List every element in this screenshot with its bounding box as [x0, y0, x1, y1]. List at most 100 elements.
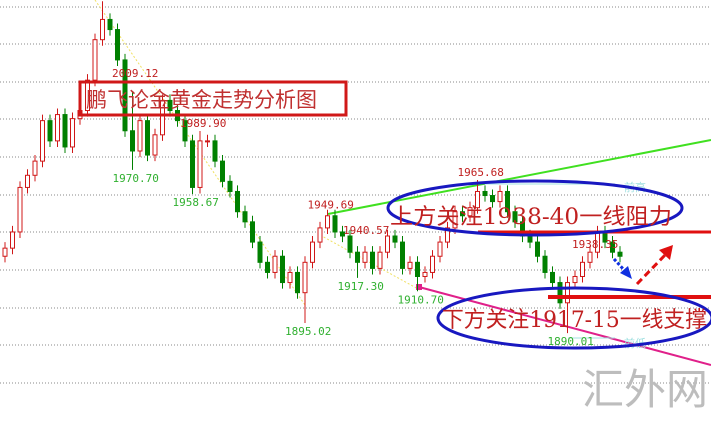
title-box [78, 80, 348, 117]
candle-body [205, 140, 210, 143]
price-label: 1940.57 [343, 224, 389, 237]
candle [610, 236, 615, 259]
candle-body [152, 134, 158, 156]
candle [295, 266, 300, 299]
candle-body [17, 186, 23, 233]
candle [100, 1, 105, 46]
candle [25, 169, 30, 194]
candle [400, 236, 405, 275]
candle [115, 23, 120, 66]
candle-body [137, 120, 143, 152]
candle-body [302, 261, 308, 294]
price-label: 1938.35 [572, 238, 618, 251]
candle [70, 112, 75, 154]
candle-body [347, 235, 353, 253]
candle-body [475, 190, 480, 209]
candle-body [505, 190, 510, 213]
candle-body [182, 120, 188, 142]
candle-body [235, 190, 240, 213]
candle-body [392, 235, 398, 243]
candle-body [355, 251, 360, 263]
candle [340, 225, 345, 243]
candle-body [220, 160, 225, 182]
candle [197, 130, 203, 194]
candle-body [332, 215, 338, 233]
candle [235, 185, 240, 218]
candle-body [407, 261, 413, 269]
candle [250, 215, 255, 249]
candle [535, 236, 540, 263]
candle [55, 108, 60, 147]
candle-body [70, 118, 75, 148]
candle-body [145, 120, 150, 156]
candle-body [535, 241, 540, 257]
resistance-annotation: 上方关注1938-40一线阻力 [390, 205, 672, 230]
candle-body [452, 211, 458, 229]
candle [182, 114, 188, 147]
candle-body [610, 241, 615, 253]
candle-body [272, 255, 278, 273]
candle-body [370, 251, 375, 269]
candle [587, 246, 593, 269]
candle-body [415, 261, 420, 277]
candle-body [460, 211, 465, 217]
candle [122, 53, 128, 137]
candle [257, 236, 263, 269]
candle-body [400, 241, 405, 269]
candle [437, 236, 443, 263]
candle [2, 242, 8, 263]
candle [392, 229, 398, 249]
candle-body [587, 251, 593, 263]
candle [205, 134, 210, 147]
candle [580, 256, 585, 283]
candle-body [197, 140, 203, 188]
candle [280, 250, 285, 289]
candle-body [2, 247, 8, 257]
candle-body [550, 271, 555, 284]
candle [212, 134, 218, 168]
resistance-ellipse [386, 179, 684, 237]
candle [490, 189, 495, 208]
candle-body [325, 215, 330, 229]
price-label: 1989.90 [180, 117, 226, 130]
candle-body [62, 114, 68, 148]
candle [145, 114, 150, 162]
price-label: 1965.68 [458, 166, 504, 179]
candle-body [617, 251, 623, 257]
candle-body [55, 114, 60, 142]
watermark: 汇外网 [582, 365, 708, 414]
price-label: 2009.12 [112, 67, 158, 80]
candle-body [340, 231, 345, 237]
candle [482, 185, 488, 202]
candle-body [565, 282, 570, 304]
candle-body [167, 99, 173, 112]
candle-body [265, 261, 270, 273]
candle-body [445, 227, 450, 243]
magenta-anchor [416, 284, 422, 290]
candle-body [430, 255, 435, 273]
candle [130, 92, 135, 170]
candle [310, 236, 315, 269]
candle-body [85, 79, 90, 112]
support-annotation: 下方关注1917-15一线支撑 [442, 308, 707, 333]
candle-body [512, 211, 518, 223]
candle [40, 114, 45, 168]
candle [325, 209, 330, 234]
candle [62, 108, 68, 154]
candle-body [250, 221, 255, 243]
candle [557, 276, 563, 309]
candle-body [437, 241, 443, 257]
candle-body [212, 140, 218, 162]
candle-body [295, 271, 300, 294]
candle-body [580, 261, 585, 277]
candle [565, 276, 570, 334]
chart-title: 鹏飞论金黄金走势分析图 [86, 88, 317, 112]
up-arrow-icon [635, 245, 673, 286]
candle [167, 94, 173, 117]
candle-body [317, 227, 323, 243]
candle [302, 256, 308, 323]
candle-body [542, 255, 548, 273]
candle [505, 185, 510, 218]
candle-body [122, 59, 128, 132]
price-label: 1970.70 [113, 172, 159, 185]
